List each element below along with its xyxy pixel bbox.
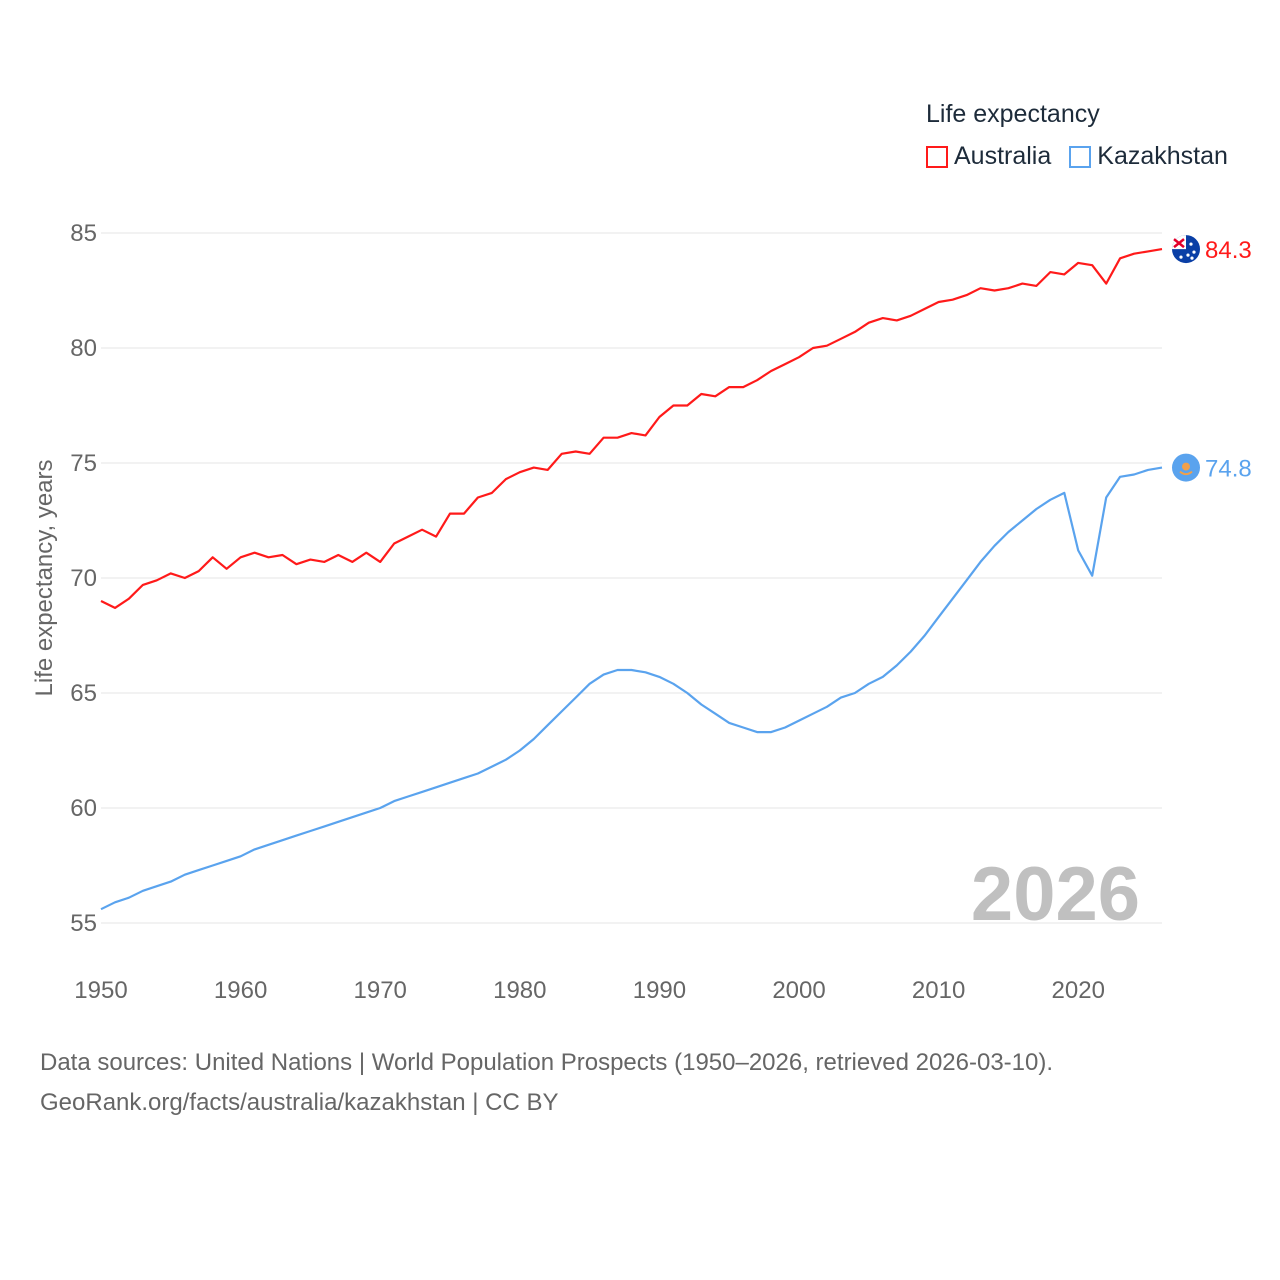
attribution-text[interactable]: GeoRank.org/facts/australia/kazakhstan |… <box>40 1089 559 1116</box>
legend-swatch-australia <box>926 145 948 168</box>
y-tick-label: 80 <box>70 335 97 362</box>
x-tick-label: 1960 <box>214 977 267 1004</box>
x-tick-label: 1990 <box>633 977 686 1004</box>
legend-label: Kazakhstan <box>1097 142 1228 170</box>
legend-swatch-kazakhstan <box>1069 145 1092 168</box>
x-tick-label: 2000 <box>772 977 825 1004</box>
y-tick-label: 60 <box>70 795 97 822</box>
legend-item-australia[interactable]: Australia <box>926 142 1051 171</box>
legend-label: Australia <box>954 142 1052 170</box>
y-tick-label: 75 <box>70 450 97 477</box>
y-axis-label: Life expectancy, years <box>31 459 58 696</box>
flag-icon-australia <box>1172 235 1200 264</box>
legend: Australia Kazakhstan <box>926 142 1228 171</box>
y-tick-label: 85 <box>70 220 97 247</box>
legend-title: Life expectancy <box>926 100 1100 128</box>
flag-icon-kazakhstan <box>1172 453 1200 482</box>
footer: Data sources: United Nations | World Pop… <box>40 1043 1053 1123</box>
data-source-text: Data sources: United Nations | World Pop… <box>40 1049 1054 1076</box>
year-label: 2026 <box>971 852 1140 937</box>
x-tick-label: 1980 <box>493 977 546 1004</box>
series-line-australia <box>100 248 1163 609</box>
legend-item-kazakhstan[interactable]: Kazakhstan <box>1069 142 1228 171</box>
end-value-label: 74.8 <box>1205 456 1252 483</box>
end-value-label: 84.3 <box>1205 237 1252 264</box>
x-tick-label: 1950 <box>74 977 127 1004</box>
x-tick-label: 1970 <box>354 977 407 1004</box>
series-line-kazakhstan <box>100 466 1163 911</box>
y-tick-label: 70 <box>70 565 97 592</box>
x-tick-label: 2010 <box>912 977 965 1004</box>
x-tick-label: 2020 <box>1052 977 1105 1004</box>
y-tick-label: 55 <box>70 910 97 937</box>
y-tick-label: 65 <box>70 680 97 707</box>
